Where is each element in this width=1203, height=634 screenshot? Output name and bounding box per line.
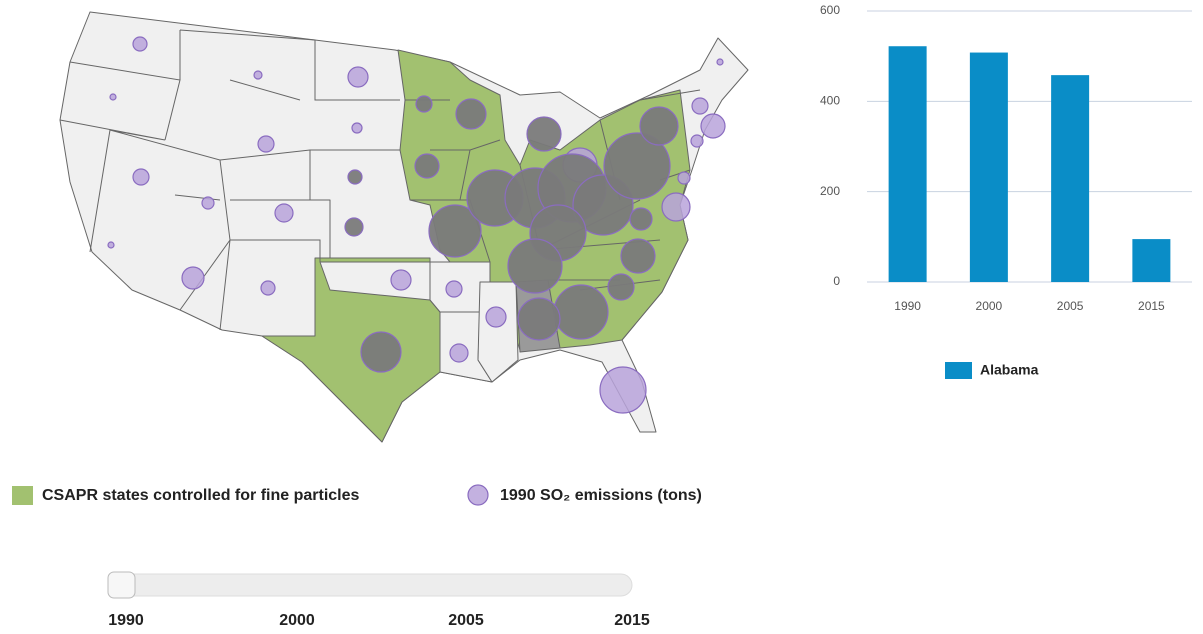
legend-swatch bbox=[945, 362, 972, 379]
us-map bbox=[59, 11, 749, 443]
bar bbox=[969, 52, 1008, 283]
bar-chart: 0 200 400 600 1990 2000 2005 2015 Alabama bbox=[820, 3, 1192, 379]
slider-label: 2005 bbox=[448, 612, 484, 629]
slider-handle[interactable] bbox=[107, 571, 136, 599]
legend-swatch bbox=[12, 486, 33, 505]
legend-swatch bbox=[467, 484, 489, 506]
y-tick-label: 0 bbox=[833, 274, 840, 288]
bar bbox=[1051, 75, 1090, 283]
bar bbox=[888, 46, 927, 283]
y-tick-label: 600 bbox=[820, 3, 840, 17]
slider-track[interactable] bbox=[107, 573, 633, 597]
x-tick-label: 2015 bbox=[1138, 299, 1165, 313]
y-tick-label: 200 bbox=[820, 184, 840, 198]
map-legend: CSAPR states controlled for fine particl… bbox=[12, 484, 702, 506]
emission-bubbles bbox=[107, 36, 726, 414]
legend-label: 1990 SO₂ emissions (tons) bbox=[500, 487, 702, 504]
bar bbox=[1132, 239, 1171, 282]
x-tick-label: 1990 bbox=[894, 299, 921, 313]
slider-label: 2015 bbox=[614, 612, 650, 629]
year-slider[interactable]: 1990 2000 2005 2015 bbox=[107, 571, 650, 629]
legend-label: CSAPR states controlled for fine particl… bbox=[42, 487, 360, 504]
state bbox=[477, 281, 519, 383]
y-tick-label: 400 bbox=[820, 94, 840, 108]
slider-label: 1990 bbox=[108, 612, 144, 629]
x-tick-label: 2005 bbox=[1057, 299, 1084, 313]
x-tick-label: 2000 bbox=[976, 299, 1003, 313]
slider-label: 2000 bbox=[279, 612, 315, 629]
legend-label: Alabama bbox=[980, 362, 1039, 378]
